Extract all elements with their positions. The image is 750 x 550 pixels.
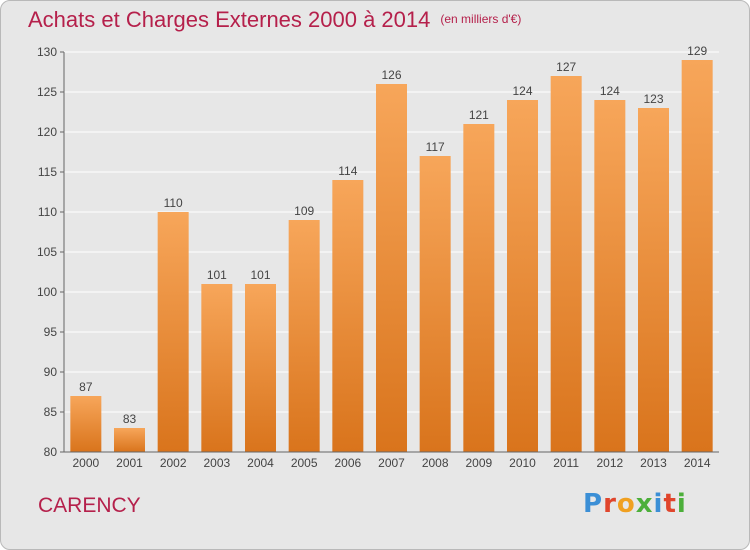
x-tick-label: 2012 — [596, 456, 623, 470]
bar-value-label: 127 — [556, 60, 576, 74]
bar-2014 — [681, 60, 713, 452]
bar-2010 — [507, 100, 538, 452]
axes — [60, 51, 719, 453]
x-tick-label: 2004 — [247, 456, 274, 470]
x-tick-label: 2011 — [553, 456, 579, 470]
x-tick-label: 2001 — [116, 456, 143, 470]
labels: 80 85 90 95 100 105 110 115 120 125 130 87 2000 83 200… — [37, 44, 711, 470]
bar-2001 — [114, 428, 145, 452]
bar-2008 — [419, 156, 451, 452]
bar-2013 — [638, 108, 669, 452]
bar-2003 — [201, 284, 233, 452]
bar-value-label: 117 — [426, 140, 445, 154]
bar-value-label: 114 — [338, 164, 357, 178]
bars — [70, 60, 713, 452]
bar-value-label: 101 — [250, 268, 270, 282]
bar-2002 — [157, 212, 189, 452]
logo-letter: r — [603, 489, 617, 519]
y-tick-label: 85 — [44, 405, 58, 419]
x-tick-label: 2002 — [160, 456, 187, 470]
bar-2009 — [463, 124, 495, 452]
bar-2011 — [550, 76, 582, 452]
proxiti-logo: Proxiti — [583, 489, 687, 519]
y-tick-label: 120 — [37, 125, 57, 139]
x-tick-label: 2006 — [334, 456, 361, 470]
bar-2005 — [288, 220, 320, 452]
x-tick-label: 2000 — [72, 456, 99, 470]
y-tick-label: 130 — [37, 45, 57, 59]
x-tick-label: 2008 — [422, 456, 449, 470]
x-tick-label: 2009 — [465, 456, 492, 470]
x-tick-label: 2005 — [291, 456, 318, 470]
bar-2004 — [245, 284, 276, 452]
logo-letter: o — [616, 489, 636, 519]
bar-value-label: 121 — [469, 108, 489, 122]
chart-title-text: Achats et Charges Externes 2000 à 2014 — [28, 7, 431, 32]
logo-letter: P — [583, 489, 604, 519]
x-tick-label: 2010 — [509, 456, 536, 470]
y-tick-label: 105 — [37, 245, 57, 259]
x-tick-label: 2003 — [203, 456, 230, 470]
logo-letter: t — [663, 489, 677, 519]
bar-2007 — [376, 84, 407, 452]
logo-letter: i — [653, 489, 664, 519]
y-tick-label: 125 — [37, 85, 57, 99]
y-tick-label: 95 — [44, 325, 58, 339]
bar-2000 — [70, 396, 102, 452]
y-tick-label: 115 — [38, 165, 57, 179]
bar-value-label: 129 — [687, 44, 707, 58]
bar-value-label: 87 — [79, 380, 93, 394]
bar-value-label: 83 — [123, 412, 137, 426]
x-tick-label: 2014 — [684, 456, 711, 470]
logo-letter: i — [676, 489, 687, 519]
bar-2006 — [332, 180, 364, 452]
x-tick-label: 2007 — [378, 456, 405, 470]
logo-letter: x — [635, 489, 654, 519]
bar-value-label: 101 — [207, 268, 227, 282]
commune-name: CARENCY — [38, 494, 141, 517]
bar-value-label: 126 — [381, 68, 401, 82]
bar-value-label: 109 — [294, 204, 314, 218]
bar-value-label: 123 — [643, 92, 663, 106]
y-tick-label: 90 — [44, 365, 58, 379]
bar-value-label: 124 — [512, 84, 532, 98]
chart-unit: (en milliers d'€) — [440, 12, 522, 26]
bar-value-label: 124 — [600, 84, 620, 98]
bar-2012 — [594, 100, 626, 452]
x-tick-label: 2013 — [640, 456, 667, 470]
y-tick-label: 80 — [44, 445, 58, 459]
y-tick-label: 100 — [37, 285, 57, 299]
bar-value-label: 110 — [164, 196, 183, 210]
y-tick-label: 110 — [38, 205, 57, 219]
chart-title: Achats et Charges Externes 2000 à 2014 (e… — [28, 7, 521, 33]
